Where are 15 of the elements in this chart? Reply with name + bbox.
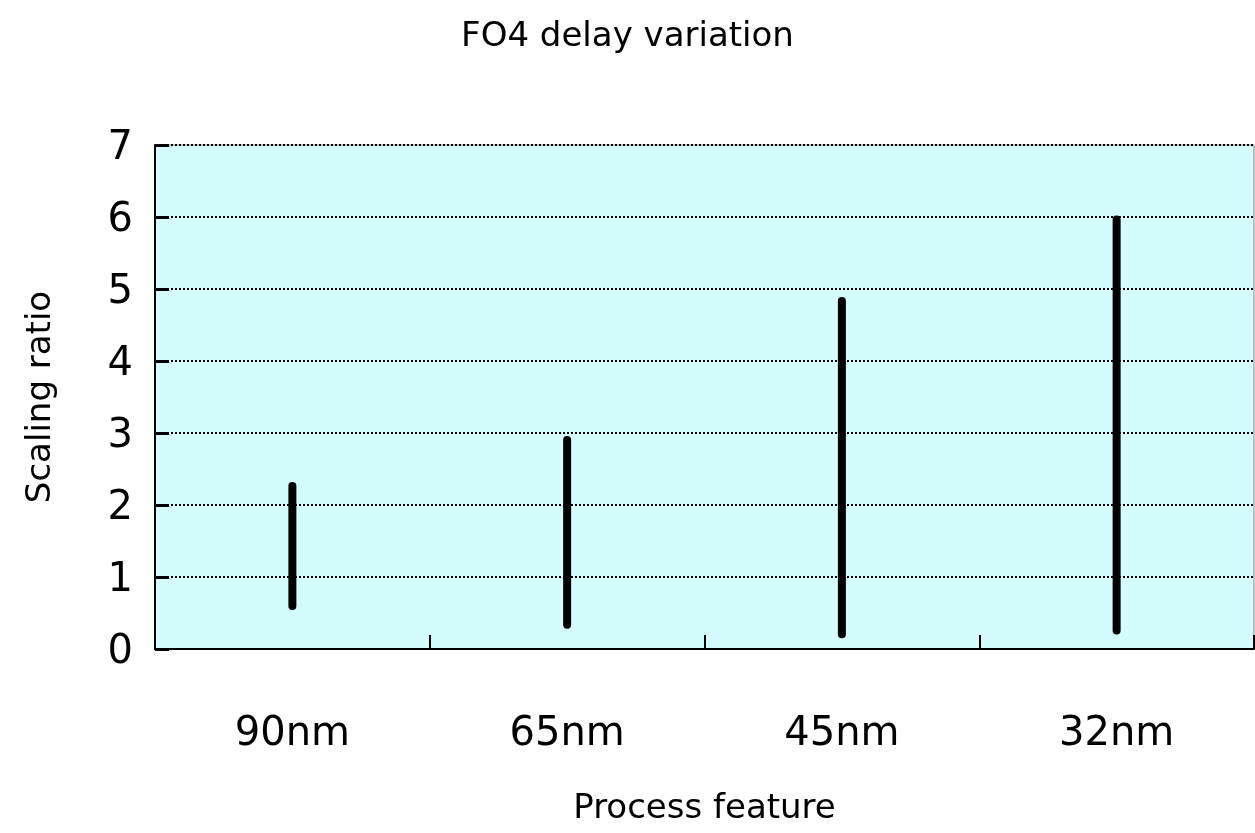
- y-tick-label: 1: [107, 554, 133, 600]
- y-axis-title: Scaling ratio: [18, 290, 58, 504]
- y-tick-label: 2: [107, 482, 133, 528]
- y-tick-label: 5: [107, 266, 133, 312]
- y-tick-label: 0: [107, 626, 133, 672]
- x-tick-label: 90nm: [234, 708, 350, 754]
- x-axis-title: Process feature: [573, 786, 836, 826]
- chart-title: FO4 delay variation: [461, 14, 794, 54]
- y-tick-label: 6: [107, 194, 133, 240]
- x-tick-label: 65nm: [509, 708, 625, 754]
- y-tick-label: 7: [107, 122, 133, 168]
- x-tick-label: 32nm: [1059, 708, 1175, 754]
- x-tick-label: 45nm: [784, 708, 900, 754]
- y-tick-label: 3: [107, 410, 133, 456]
- y-tick-label: 4: [107, 338, 133, 384]
